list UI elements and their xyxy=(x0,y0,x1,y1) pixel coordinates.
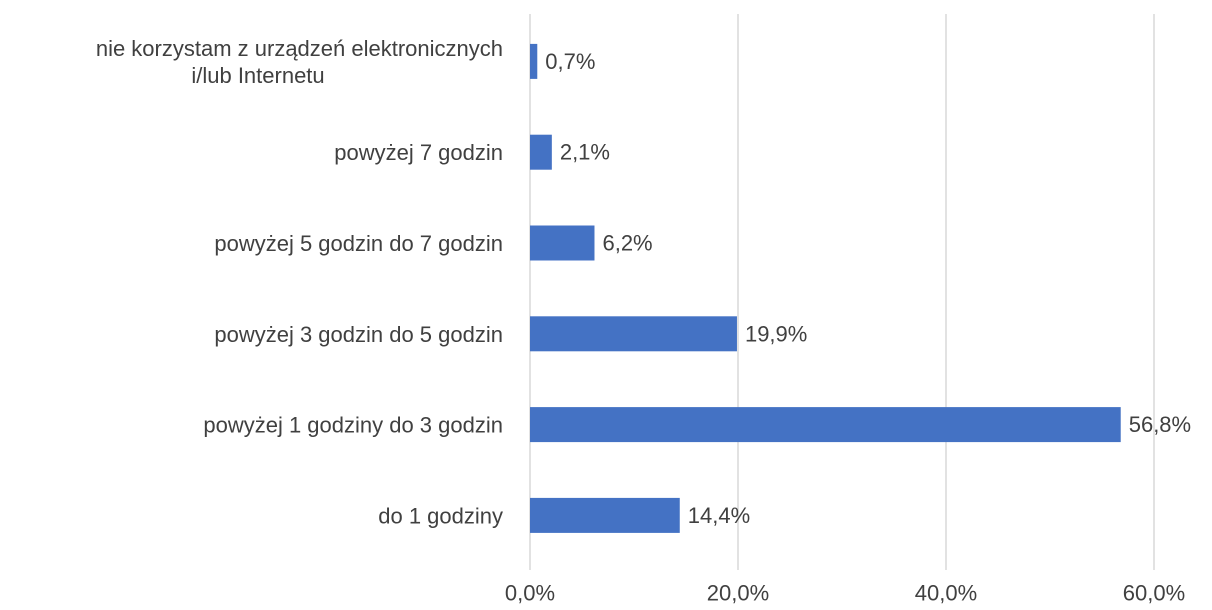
data-label: 19,9% xyxy=(745,321,807,346)
data-label: 56,8% xyxy=(1129,412,1191,437)
data-label: 2,1% xyxy=(560,140,610,165)
bar xyxy=(530,225,595,261)
bar xyxy=(530,134,552,170)
x-tick-label: 20,0% xyxy=(707,581,769,606)
category-label: powyżej 3 godzin do 5 godzin xyxy=(214,321,503,346)
bar xyxy=(530,43,538,79)
data-label: 0,7% xyxy=(545,49,595,74)
data-label: 6,2% xyxy=(602,231,652,256)
category-label: powyżej 5 godzin do 7 godzin xyxy=(214,231,503,256)
bar xyxy=(530,407,1121,443)
x-tick-label: 40,0% xyxy=(915,581,977,606)
category-label: powyżej 1 godziny do 3 godzin xyxy=(203,412,503,437)
bar xyxy=(530,497,680,533)
x-tick-label: 0,0% xyxy=(505,581,555,606)
category-label: powyżej 7 godzin xyxy=(334,140,503,165)
x-tick-label: 60,0% xyxy=(1123,581,1185,606)
bar xyxy=(530,316,737,352)
data-label: 14,4% xyxy=(688,503,750,528)
category-label: nie korzystam z urządzeń elektronicznych… xyxy=(96,35,503,87)
category-label: do 1 godziny xyxy=(378,503,503,528)
